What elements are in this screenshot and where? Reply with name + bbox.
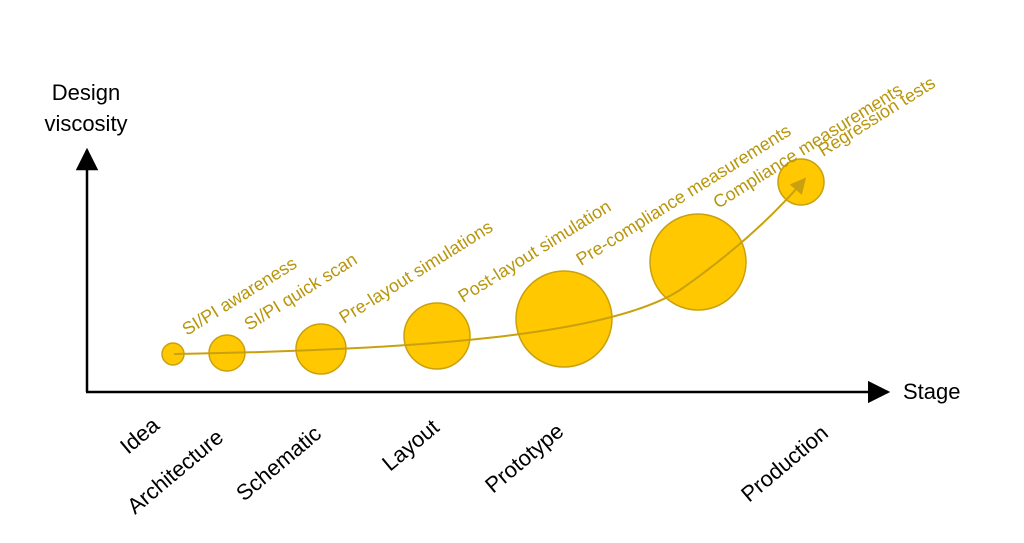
stage-label-prototype: Prototype <box>480 418 568 498</box>
y-axis-title-line2: viscosity <box>44 111 127 136</box>
stage-label-schematic: Schematic <box>231 421 326 506</box>
bubble-compliance-measurements <box>649 213 747 311</box>
x-axis-title: Stage <box>903 379 961 404</box>
bubble-post-layout-simulation <box>403 302 471 370</box>
y-axis-title-line1: Design <box>52 80 120 105</box>
bubble-pre-compliance-measurements <box>515 270 613 368</box>
stage-label-idea: Idea <box>115 412 164 459</box>
stage-label-layout: Layout <box>377 414 444 476</box>
viscosity-curve <box>173 177 807 355</box>
activity-label-regression-tests: Regression tests <box>815 72 939 160</box>
stage-label-production: Production <box>736 420 833 507</box>
